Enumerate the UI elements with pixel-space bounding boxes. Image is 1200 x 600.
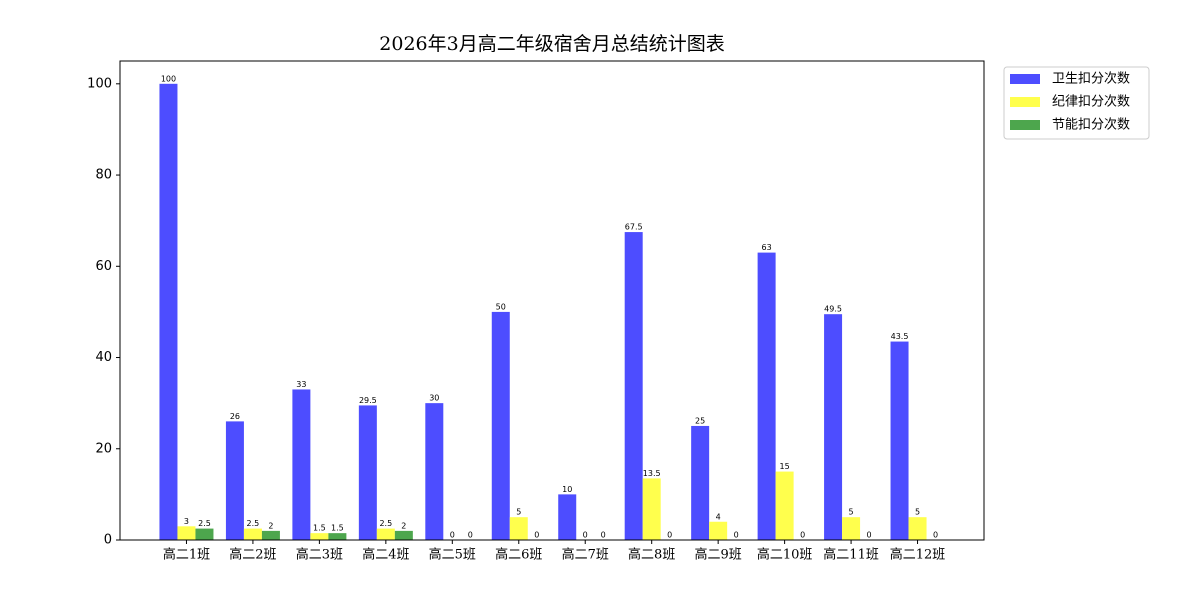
- bar: [558, 494, 577, 540]
- x-tick-label: 高二6班: [495, 547, 542, 563]
- data-label: 10: [562, 485, 572, 494]
- x-tick-label: 高二2班: [229, 547, 276, 563]
- x-tick-label: 高二1班: [163, 547, 210, 563]
- bar: [691, 425, 710, 540]
- bar: [775, 471, 794, 540]
- data-label: 1.5: [331, 524, 344, 533]
- data-label: 29.5: [359, 396, 377, 405]
- data-label: 2: [268, 521, 273, 530]
- bar: [824, 314, 843, 540]
- data-label: 63: [762, 243, 772, 252]
- data-label: 15: [780, 462, 790, 471]
- data-label: 2.5: [379, 519, 392, 528]
- bar: [394, 530, 413, 540]
- bar: [261, 530, 280, 540]
- bar: [842, 517, 861, 540]
- data-label: 4: [716, 512, 721, 521]
- bar: [890, 341, 909, 540]
- chart-title: 2026年3月高二年级宿舍月总结统计图表: [379, 33, 724, 55]
- y-tick-label: 40: [95, 350, 112, 365]
- data-label: 100: [161, 74, 176, 83]
- data-label: 50: [496, 302, 506, 311]
- data-label: 0: [667, 531, 672, 540]
- legend-swatch: [1010, 74, 1040, 84]
- bar: [159, 83, 178, 541]
- bar: [195, 528, 214, 540]
- data-label: 2: [401, 521, 406, 530]
- bar: [376, 528, 395, 540]
- data-label: 5: [915, 508, 920, 517]
- bar: [310, 533, 329, 540]
- bar: [908, 517, 927, 540]
- bar: [177, 526, 196, 540]
- bar: [225, 421, 244, 540]
- legend-label: 节能扣分次数: [1052, 117, 1130, 133]
- data-label: 0: [450, 531, 455, 540]
- data-label: 0: [468, 531, 473, 540]
- x-tick-label: 高二5班: [429, 547, 476, 563]
- bar: [509, 517, 528, 540]
- data-label: 0: [867, 531, 872, 540]
- y-tick-label: 80: [95, 168, 112, 183]
- data-label: 30: [429, 394, 439, 403]
- x-tick-label: 高二3班: [296, 547, 343, 563]
- x-tick-label: 高二8班: [628, 547, 675, 563]
- x-tick-label: 高二10班: [757, 547, 813, 563]
- legend-swatch: [1010, 120, 1040, 130]
- data-label: 26: [230, 412, 240, 421]
- data-label: 0: [933, 531, 938, 540]
- data-label: 5: [849, 508, 854, 517]
- legend-label: 卫生扣分次数: [1052, 71, 1130, 87]
- data-label: 0: [601, 531, 606, 540]
- data-label: 33: [296, 380, 306, 389]
- bar: [243, 528, 262, 540]
- x-tick-label: 高二12班: [890, 547, 946, 563]
- bar: [328, 533, 347, 540]
- x-tick-label: 高二9班: [695, 547, 742, 563]
- y-tick-label: 0: [104, 533, 112, 548]
- y-tick-label: 20: [95, 441, 112, 456]
- y-tick-label: 100: [87, 76, 112, 91]
- x-tick-label: 高二11班: [823, 547, 879, 563]
- data-label: 3: [184, 517, 189, 526]
- data-label: 0: [734, 531, 739, 540]
- legend-box: [1003, 66, 1150, 140]
- bar: [757, 252, 776, 540]
- data-label: 25: [695, 416, 705, 425]
- bar: [642, 478, 661, 540]
- x-tick-label: 高二7班: [562, 547, 609, 563]
- x-tick-label: 高二4班: [362, 547, 409, 563]
- data-label: 2.5: [198, 519, 211, 528]
- bar: [358, 405, 377, 540]
- legend-swatch: [1010, 97, 1040, 107]
- data-label: 13.5: [643, 469, 661, 478]
- bar: [709, 521, 728, 540]
- bar: [624, 232, 643, 541]
- data-label: 0: [534, 531, 539, 540]
- data-label: 5: [516, 508, 521, 517]
- data-label: 2.5: [247, 519, 260, 528]
- data-label: 49.5: [824, 305, 842, 314]
- data-label: 0: [800, 531, 805, 540]
- bar: [491, 311, 510, 540]
- data-label: 0: [583, 531, 588, 540]
- data-label: 67.5: [625, 223, 643, 232]
- data-label: 1.5: [313, 524, 326, 533]
- bar: [292, 389, 311, 540]
- bar: [425, 403, 444, 540]
- plot-frame: [119, 60, 985, 541]
- y-tick-label: 60: [95, 259, 112, 274]
- legend-label: 纪律扣分次数: [1052, 94, 1130, 110]
- data-label: 43.5: [891, 332, 909, 341]
